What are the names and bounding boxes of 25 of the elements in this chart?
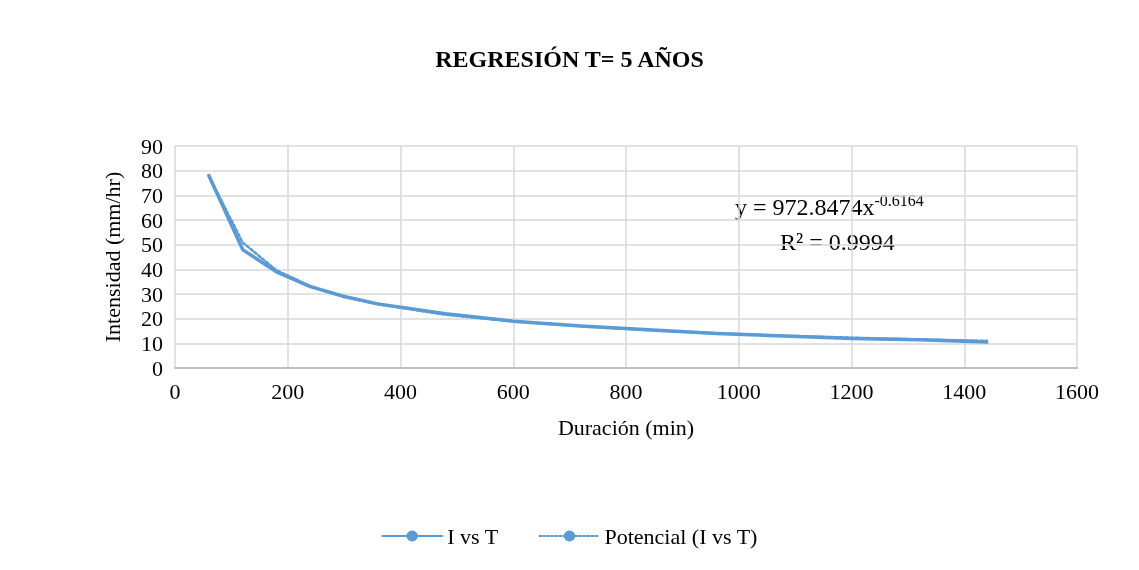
legend-label: Potencial (I vs T) <box>604 523 758 549</box>
chart-title: REGRESIÓN T= 5 AÑOS <box>435 46 704 72</box>
x-tick-label: 1400 <box>942 378 987 404</box>
y-tick-label: 30 <box>141 281 163 307</box>
x-tick-label: 400 <box>384 378 417 404</box>
x-tick-label: 1200 <box>829 378 874 404</box>
y-tick-label: 90 <box>141 133 163 159</box>
legend-label: I vs T <box>447 523 499 549</box>
y-tick-label: 50 <box>141 232 163 258</box>
y-tick-label: 20 <box>141 306 163 332</box>
y-tick-label: 60 <box>141 207 163 233</box>
x-tick-label: 600 <box>496 378 530 404</box>
x-axis-title: Duración (min) <box>557 414 695 440</box>
y-tick-label: 70 <box>141 182 163 208</box>
annotation: R² = 0.9994 <box>780 229 895 255</box>
x-tick-label: 1600 <box>1055 378 1099 404</box>
x-tick-label: 800 <box>609 378 643 404</box>
y-tick-label: 40 <box>141 256 163 282</box>
x-tick-label: 0 <box>169 378 181 404</box>
x-tick-label: 200 <box>271 378 305 404</box>
y-tick-label: 80 <box>141 158 163 184</box>
y-axis-title: Intensidad (mm/hr) <box>99 171 125 343</box>
y-tick-label: 0 <box>152 355 163 381</box>
y-tick-label: 10 <box>141 330 163 356</box>
x-tick-label: 1000 <box>716 378 761 404</box>
